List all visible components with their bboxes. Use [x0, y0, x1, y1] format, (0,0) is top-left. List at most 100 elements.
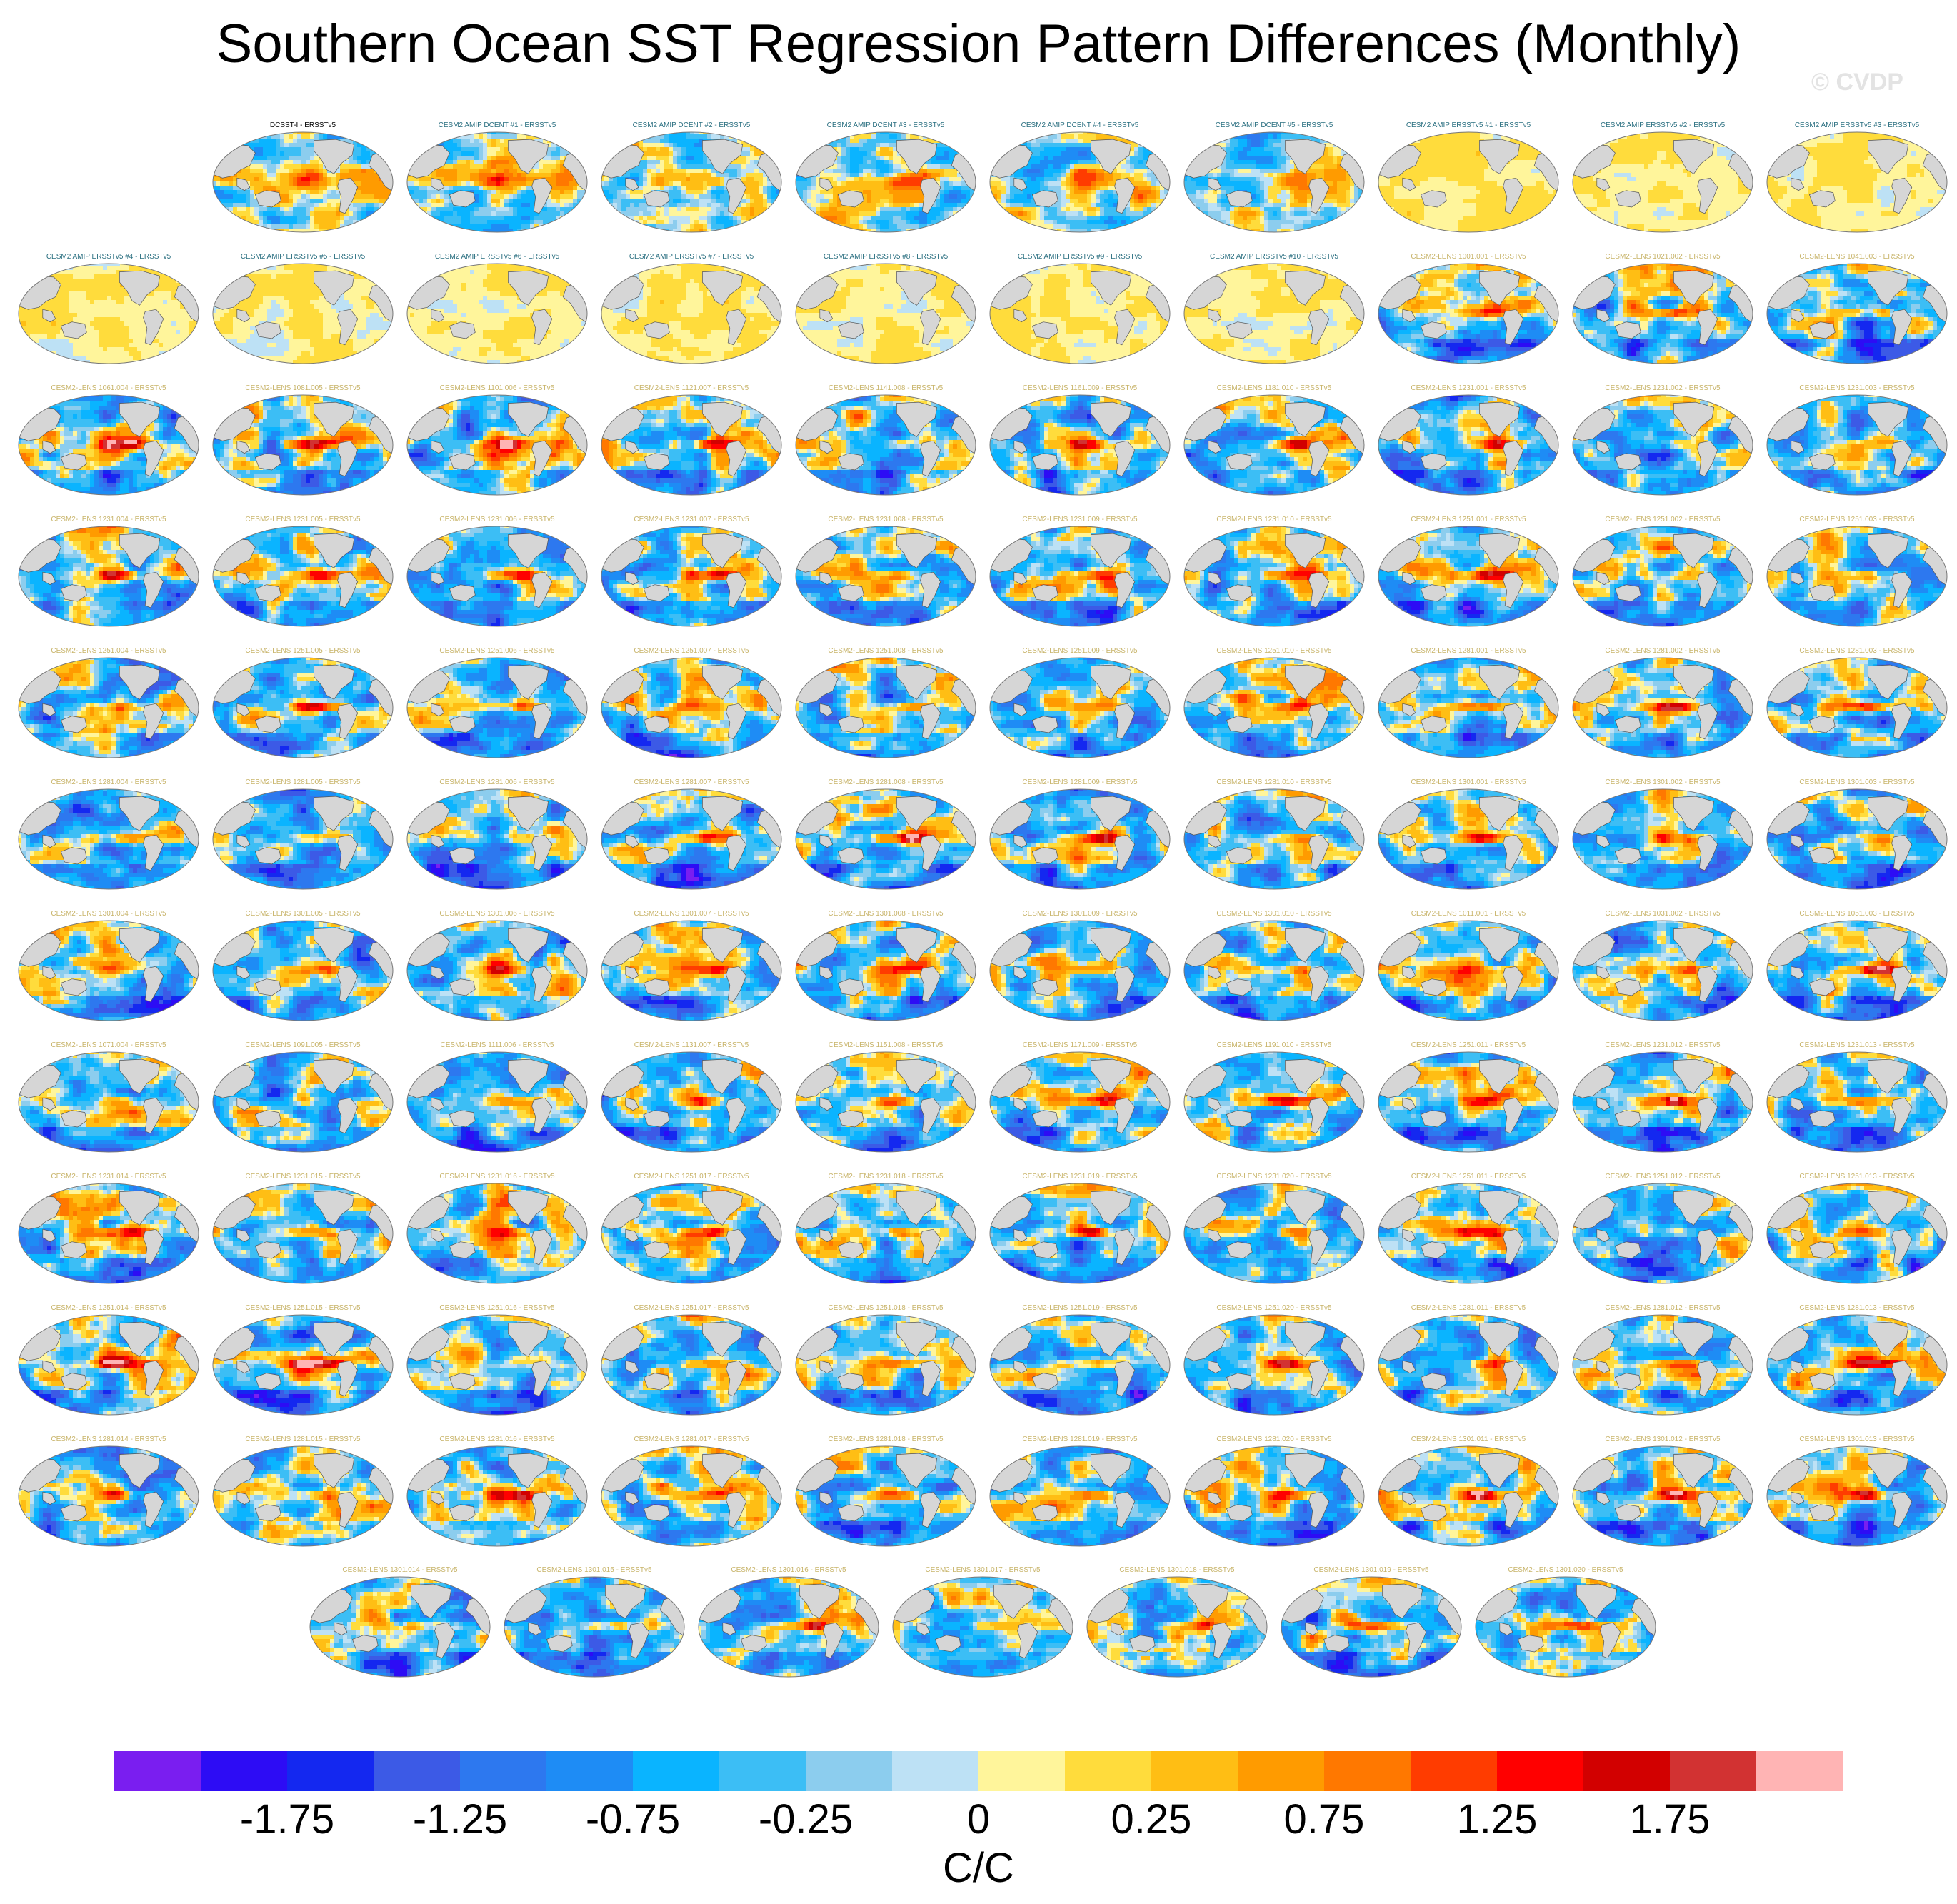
panel-title: CESM2-LENS 1281.017 - ERSSTv5: [584, 1435, 799, 1444]
panel-title: CESM2-LENS 1301.016 - ERSSTv5: [681, 1566, 896, 1575]
panel-title: CESM2-LENS 1281.018 - ERSSTv5: [779, 1435, 993, 1444]
colorbar-swatch: [1583, 1751, 1671, 1791]
panel-map: [1183, 524, 1366, 628]
panel-map: [988, 1444, 1171, 1548]
panel-map: [17, 787, 200, 891]
panel-title: CESM2-LENS 1281.008 - ERSSTv5: [779, 778, 993, 787]
panel-title: CESM2-LENS 1281.020 - ERSSTv5: [1167, 1435, 1381, 1444]
colorbar-swatch: [719, 1751, 806, 1791]
map-panel: CESM2-LENS 1251.006 - ERSSTv5: [404, 647, 590, 763]
panel-title: CESM2-LENS 1301.019 - ERSSTv5: [1264, 1566, 1478, 1575]
map-panel: CESM2-LENS 1101.006 - ERSSTv5: [404, 384, 590, 500]
panel-title: CESM2-LENS 1231.009 - ERSSTv5: [973, 516, 1187, 524]
panel-title: CESM2-LENS 1301.015 - ERSSTv5: [487, 1566, 701, 1575]
map-panel: CESM2-LENS 1181.010 - ERSSTv5: [1181, 384, 1367, 500]
map-panel: CESM2-LENS 1191.010 - ERSSTv5: [1181, 1041, 1367, 1157]
panel-title: CESM2-LENS 1091.005 - ERSSTv5: [196, 1041, 410, 1050]
panel-map: [211, 1313, 394, 1417]
panel-title: CESM2-LENS 1231.004 - ERSSTv5: [1, 516, 216, 524]
panel-title: CESM2 AMIP DCENT #2 - ERSSTv5: [584, 121, 799, 130]
panel-title: CESM2-LENS 1301.002 - ERSSTv5: [1556, 778, 1770, 787]
panel-title: CESM2-LENS 1181.010 - ERSSTv5: [1167, 384, 1381, 393]
panel-title: CESM2 AMIP DCENT #5 - ERSSTv5: [1167, 121, 1381, 130]
panel-title: CESM2-LENS 1301.011 - ERSSTv5: [1361, 1435, 1576, 1444]
colorbar-tick-label: -0.25: [734, 1795, 877, 1843]
panel-title: CESM2-LENS 1231.003 - ERSSTv5: [1750, 384, 1957, 393]
map-panel: CESM2-LENS 1231.016 - ERSSTv5: [404, 1173, 590, 1288]
panel-map: [17, 261, 200, 366]
panel-title: CESM2-LENS 1281.004 - ERSSTv5: [1, 778, 216, 787]
panel-map: [1183, 1050, 1366, 1154]
panel-title: CESM2-LENS 1061.004 - ERSSTv5: [1, 384, 216, 393]
panel-title: CESM2-LENS 1251.013 - ERSSTv5: [1750, 1173, 1957, 1181]
colorbar-swatch: [633, 1751, 720, 1791]
panel-map: [988, 1050, 1171, 1154]
panel-map: [1766, 656, 1948, 760]
panel-title: CESM2-LENS 1231.002 - ERSSTv5: [1556, 384, 1770, 393]
panel-map: [1377, 787, 1560, 891]
panel-map: [794, 1050, 977, 1154]
panel-map: [1571, 918, 1754, 1023]
panel-title: CESM2-LENS 1011.001 - ERSSTv5: [1361, 910, 1576, 918]
map-panel: CESM2-LENS 1281.001 - ERSSTv5: [1376, 647, 1561, 763]
panel-map: [1766, 130, 1948, 234]
map-panel: CESM2 AMIP DCENT #2 - ERSSTv5: [599, 121, 784, 237]
panel-title: CESM2-LENS 1231.015 - ERSSTv5: [196, 1173, 410, 1181]
panel-map: [600, 1050, 783, 1154]
map-panel: CESM2-LENS 1231.014 - ERSSTv5: [16, 1173, 201, 1288]
panel-map: [794, 524, 977, 628]
panel-map: [211, 1444, 394, 1548]
panel-map: [211, 393, 394, 497]
map-panel: CESM2-LENS 1251.020 - ERSSTv5: [1181, 1304, 1367, 1420]
map-panel: CESM2 AMIP DCENT #1 - ERSSTv5: [404, 121, 590, 237]
map-panel: CESM2-LENS 1281.007 - ERSSTv5: [599, 778, 784, 894]
map-panel: CESM2-LENS 1281.005 - ERSSTv5: [210, 778, 396, 894]
panel-title: CESM2 AMIP DCENT #4 - ERSSTv5: [973, 121, 1187, 130]
panel-map: [794, 1181, 977, 1286]
panel-map: [988, 130, 1171, 234]
panel-map: [17, 1444, 200, 1548]
map-panel: CESM2-LENS 1021.002 - ERSSTv5: [1570, 253, 1756, 369]
map-panel: CESM2-LENS 1061.004 - ERSSTv5: [16, 384, 201, 500]
map-panel: CESM2-LENS 1301.008 - ERSSTv5: [793, 910, 978, 1026]
panel-title: CESM2-LENS 1251.010 - ERSSTv5: [1167, 647, 1381, 656]
map-panel: CESM2 AMIP ERSSTv5 #9 - ERSSTv5: [987, 253, 1173, 369]
map-panel: CESM2-LENS 1251.003 - ERSSTv5: [1764, 516, 1950, 631]
panel-map: [211, 1050, 394, 1154]
panel-title: CESM2 AMIP ERSSTv5 #4 - ERSSTv5: [1, 253, 216, 261]
colorbar: [114, 1751, 1843, 1794]
panel-title: CESM2-LENS 1031.002 - ERSSTv5: [1556, 910, 1770, 918]
panel-map: [406, 130, 589, 234]
panel-title: CESM2-LENS 1071.004 - ERSSTv5: [1, 1041, 216, 1050]
panel-map: [17, 393, 200, 497]
panel-title: CESM2-LENS 1231.020 - ERSSTv5: [1167, 1173, 1381, 1181]
colorbar-units-label: C/C: [907, 1844, 1050, 1892]
panel-map: [406, 1444, 589, 1548]
panel-title: CESM2-LENS 1101.006 - ERSSTv5: [390, 384, 604, 393]
panel-title: CESM2-LENS 1281.002 - ERSSTv5: [1556, 647, 1770, 656]
panel-map: [211, 656, 394, 760]
panel-map: [794, 1444, 977, 1548]
panel-map: [988, 918, 1171, 1023]
panel-map: [600, 787, 783, 891]
panel-map: [988, 1181, 1171, 1286]
map-panel: CESM2-LENS 1231.007 - ERSSTv5: [599, 516, 784, 631]
map-panel: CESM2-LENS 1301.019 - ERSSTv5: [1278, 1566, 1464, 1682]
map-panel: CESM2-LENS 1051.003 - ERSSTv5: [1764, 910, 1950, 1026]
map-panel: CESM2-LENS 1281.004 - ERSSTv5: [16, 778, 201, 894]
panel-map: [1377, 1313, 1560, 1417]
colorbar-tick-label: 0: [907, 1795, 1050, 1843]
panel-map: [1377, 918, 1560, 1023]
panel-map: [1377, 524, 1560, 628]
panel-title: CESM2-LENS 1281.011 - ERSSTv5: [1361, 1304, 1576, 1313]
panel-title: CESM2-LENS 1161.009 - ERSSTv5: [973, 384, 1187, 393]
map-panel: CESM2-LENS 1231.015 - ERSSTv5: [210, 1173, 396, 1288]
panel-map: [1183, 1181, 1366, 1286]
map-panel: CESM2-LENS 1081.005 - ERSSTv5: [210, 384, 396, 500]
map-panel: CESM2-LENS 1281.015 - ERSSTv5: [210, 1435, 396, 1551]
panel-map: [1571, 261, 1754, 366]
map-panel: CESM2-LENS 1281.020 - ERSSTv5: [1181, 1435, 1367, 1551]
panel-map: [600, 261, 783, 366]
panel-title: CESM2-LENS 1301.008 - ERSSTv5: [779, 910, 993, 918]
map-panel: CESM2-LENS 1301.004 - ERSSTv5: [16, 910, 201, 1026]
